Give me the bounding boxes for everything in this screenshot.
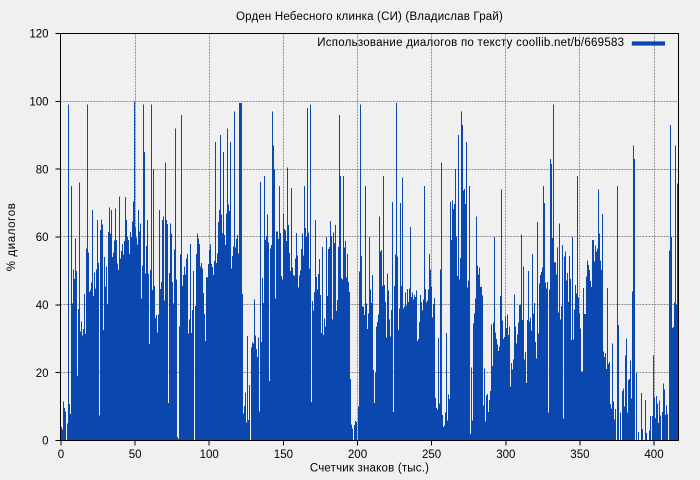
svg-text:20: 20 <box>36 368 49 380</box>
svg-text:100: 100 <box>200 449 219 461</box>
svg-text:Счетчик знаков (тыс.): Счетчик знаков (тыс.) <box>310 463 429 475</box>
svg-text:% диалогов: % диалогов <box>6 203 18 272</box>
svg-text:100: 100 <box>29 96 48 108</box>
svg-text:200: 200 <box>348 449 367 461</box>
svg-text:Использование диалогов по текс: Использование диалогов по тексту coollib… <box>317 37 624 49</box>
svg-text:120: 120 <box>29 29 48 41</box>
svg-text:60: 60 <box>36 232 49 244</box>
svg-text:400: 400 <box>644 449 663 461</box>
svg-text:Орден Небесного клинка (СИ) (В: Орден Небесного клинка (СИ) (Владислав Г… <box>236 11 503 23</box>
svg-text:80: 80 <box>36 164 49 176</box>
svg-text:150: 150 <box>274 449 293 461</box>
svg-text:350: 350 <box>570 449 589 461</box>
svg-text:40: 40 <box>36 300 49 312</box>
svg-text:250: 250 <box>422 449 441 461</box>
svg-text:0: 0 <box>58 449 64 461</box>
svg-text:50: 50 <box>129 449 142 461</box>
svg-text:0: 0 <box>42 436 48 448</box>
svg-text:300: 300 <box>496 449 515 461</box>
